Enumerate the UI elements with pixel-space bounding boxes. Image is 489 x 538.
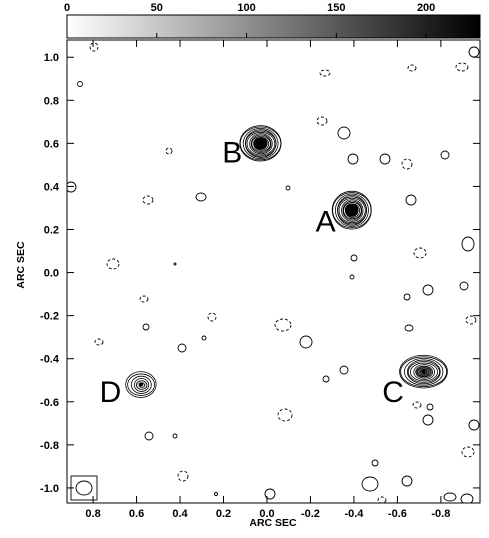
- colorbar-gradient: [66, 14, 481, 39]
- x-tick-label: -0.2: [301, 508, 320, 520]
- y-axis-title: ARC SEC: [15, 241, 27, 289]
- contour-level: [335, 193, 369, 227]
- source-a-contours: [331, 190, 372, 230]
- x-axis-title: ARC SEC: [249, 517, 297, 529]
- source-label-c: C: [382, 376, 404, 409]
- y-tick-label: -0.2: [40, 311, 59, 323]
- contour-level: [344, 203, 361, 218]
- y-tick-label: 0.2: [44, 225, 59, 237]
- colorbar-tick-label: 150: [327, 2, 345, 14]
- contour-level: [346, 204, 359, 217]
- source-label-b: B: [222, 137, 242, 170]
- contour-level: [413, 364, 435, 380]
- x-tick-label: -0.4: [344, 508, 364, 520]
- source-labels: A B C D: [100, 137, 404, 409]
- source-peak: [258, 141, 263, 146]
- y-tick-label: 0.0: [44, 268, 59, 280]
- contour-level: [404, 357, 444, 386]
- source-d-contours: [125, 371, 157, 398]
- contour-level: [400, 356, 448, 387]
- noise-contours: [67, 42, 480, 503]
- contour-level: [348, 206, 358, 216]
- contour-level: [136, 380, 148, 390]
- contour-level: [417, 367, 432, 378]
- y-tick-label: 1.0: [44, 52, 59, 64]
- axis-ticks: 0.8 0.6 0.4 0.2 0.0 -0.2 -0.4 -0.6 -0.8 1.0 0.8 0.6…: [40, 40, 480, 520]
- contour-level: [349, 207, 357, 214]
- contour-level: [130, 375, 152, 394]
- contour-level: [257, 141, 266, 147]
- contour-level: [343, 202, 362, 220]
- contour-level: [341, 199, 364, 222]
- y-tick-label: -0.4: [40, 354, 60, 366]
- contour-level: [253, 137, 270, 151]
- x-tick-label: -0.8: [431, 508, 450, 520]
- contour-level: [246, 131, 276, 156]
- contour-level: [125, 371, 157, 398]
- colorbar-tick-label: 0: [64, 2, 70, 14]
- beam-indicator: [70, 475, 98, 501]
- y-tick-label: 0.8: [44, 95, 59, 107]
- source-label-d: D: [100, 376, 122, 409]
- contour-level: [337, 196, 367, 225]
- source-b-contours: [239, 125, 282, 162]
- contour-level: [407, 361, 440, 383]
- source-contours: [125, 125, 448, 398]
- y-tick-label: 0.6: [44, 138, 59, 150]
- plot-frame: [66, 39, 481, 504]
- contour-level: [255, 138, 268, 150]
- y-tick-label: -1.0: [40, 483, 59, 495]
- colorbar-tick-label: 50: [151, 2, 163, 14]
- colorbar: 0 50 100 150 200: [64, 2, 481, 39]
- contour-level: [250, 134, 272, 153]
- contour-level: [245, 130, 277, 157]
- y-tick-label: 0.4: [44, 181, 60, 193]
- x-tick-label: 0.8: [85, 508, 100, 520]
- contour-level: [127, 373, 155, 396]
- contour-level: [242, 127, 279, 160]
- contour-level: [409, 362, 439, 382]
- contour-level: [399, 354, 448, 389]
- contour-level: [332, 192, 372, 229]
- beam-box: [70, 475, 98, 501]
- contour-level: [133, 378, 150, 392]
- contour-level: [406, 359, 441, 385]
- colorbar-tick-label: 100: [237, 2, 255, 14]
- source-label-a: A: [316, 206, 336, 239]
- colorbar-ticks: 0 50 100 150 200: [64, 2, 435, 38]
- x-tick-label: 0.6: [129, 508, 144, 520]
- colorbar-tick-label: 200: [417, 2, 435, 14]
- contour-level: [415, 365, 434, 379]
- contour-level: [239, 126, 282, 161]
- contour-level: [342, 200, 363, 221]
- source-peak: [421, 369, 426, 374]
- y-tick-label: -0.6: [40, 397, 59, 409]
- contour-level: [256, 139, 267, 149]
- contour-level: [249, 133, 273, 155]
- contour-level: [251, 135, 271, 152]
- contour-level: [338, 197, 366, 223]
- beam-ellipse: [75, 480, 93, 496]
- contour-level: [419, 368, 430, 376]
- x-tick-label: -0.6: [388, 508, 407, 520]
- source-peak: [138, 382, 143, 387]
- x-tick-label: 0.4: [172, 508, 188, 520]
- source-peak: [349, 208, 354, 213]
- source-c-contours: [399, 354, 448, 389]
- x-tick-label: 0.2: [216, 508, 231, 520]
- x-tick-label: 0.0: [259, 508, 274, 520]
- y-tick-label: -0.8: [40, 440, 59, 452]
